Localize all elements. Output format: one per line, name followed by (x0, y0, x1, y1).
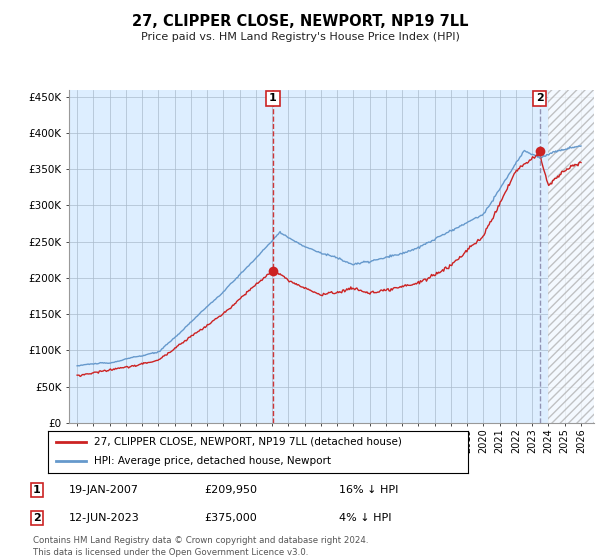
Text: Price paid vs. HM Land Registry's House Price Index (HPI): Price paid vs. HM Land Registry's House … (140, 32, 460, 43)
Text: 27, CLIPPER CLOSE, NEWPORT, NP19 7LL: 27, CLIPPER CLOSE, NEWPORT, NP19 7LL (132, 14, 468, 29)
Text: 4% ↓ HPI: 4% ↓ HPI (339, 513, 391, 523)
Text: 2: 2 (33, 513, 41, 523)
Text: £375,000: £375,000 (204, 513, 257, 523)
Text: 1: 1 (269, 94, 277, 103)
Text: 1: 1 (33, 485, 41, 495)
Text: £209,950: £209,950 (204, 485, 257, 495)
Text: 27, CLIPPER CLOSE, NEWPORT, NP19 7LL (detached house): 27, CLIPPER CLOSE, NEWPORT, NP19 7LL (de… (94, 437, 402, 447)
Text: HPI: Average price, detached house, Newport: HPI: Average price, detached house, Newp… (94, 456, 331, 466)
Text: 2: 2 (536, 94, 544, 103)
Text: 16% ↓ HPI: 16% ↓ HPI (339, 485, 398, 495)
Text: 12-JUN-2023: 12-JUN-2023 (69, 513, 140, 523)
Text: Contains HM Land Registry data © Crown copyright and database right 2024.
This d: Contains HM Land Registry data © Crown c… (33, 536, 368, 557)
Text: 19-JAN-2007: 19-JAN-2007 (69, 485, 139, 495)
